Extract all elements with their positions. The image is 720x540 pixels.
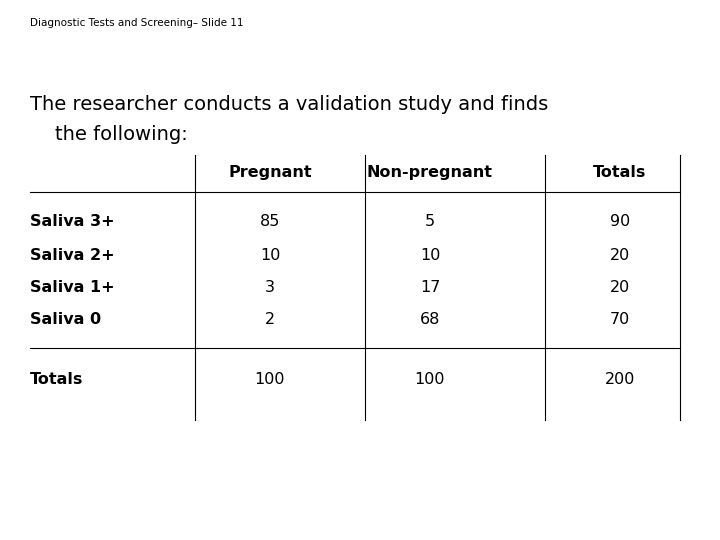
- Text: Saliva 3+: Saliva 3+: [30, 214, 114, 230]
- Text: 3: 3: [265, 280, 275, 294]
- Text: 85: 85: [260, 214, 280, 230]
- Text: Saliva 2+: Saliva 2+: [30, 247, 114, 262]
- Text: Pregnant: Pregnant: [228, 165, 312, 180]
- Text: 17: 17: [420, 280, 440, 294]
- Text: Saliva 1+: Saliva 1+: [30, 280, 114, 294]
- Text: Totals: Totals: [30, 373, 84, 388]
- Text: the following:: the following:: [30, 125, 188, 144]
- Text: 100: 100: [415, 373, 445, 388]
- Text: 5: 5: [425, 214, 435, 230]
- Text: Diagnostic Tests and Screening– Slide 11: Diagnostic Tests and Screening– Slide 11: [30, 18, 243, 28]
- Text: Saliva 0: Saliva 0: [30, 312, 101, 327]
- Text: 100: 100: [255, 373, 285, 388]
- Text: 20: 20: [610, 247, 630, 262]
- Text: Totals: Totals: [593, 165, 647, 180]
- Text: 10: 10: [260, 247, 280, 262]
- Text: 200: 200: [605, 373, 635, 388]
- Text: 68: 68: [420, 312, 440, 327]
- Text: The researcher conducts a validation study and finds: The researcher conducts a validation stu…: [30, 95, 548, 114]
- Text: Non-pregnant: Non-pregnant: [367, 165, 493, 180]
- Text: 10: 10: [420, 247, 440, 262]
- Text: 2: 2: [265, 312, 275, 327]
- Text: 90: 90: [610, 214, 630, 230]
- Text: 20: 20: [610, 280, 630, 294]
- Text: 70: 70: [610, 312, 630, 327]
